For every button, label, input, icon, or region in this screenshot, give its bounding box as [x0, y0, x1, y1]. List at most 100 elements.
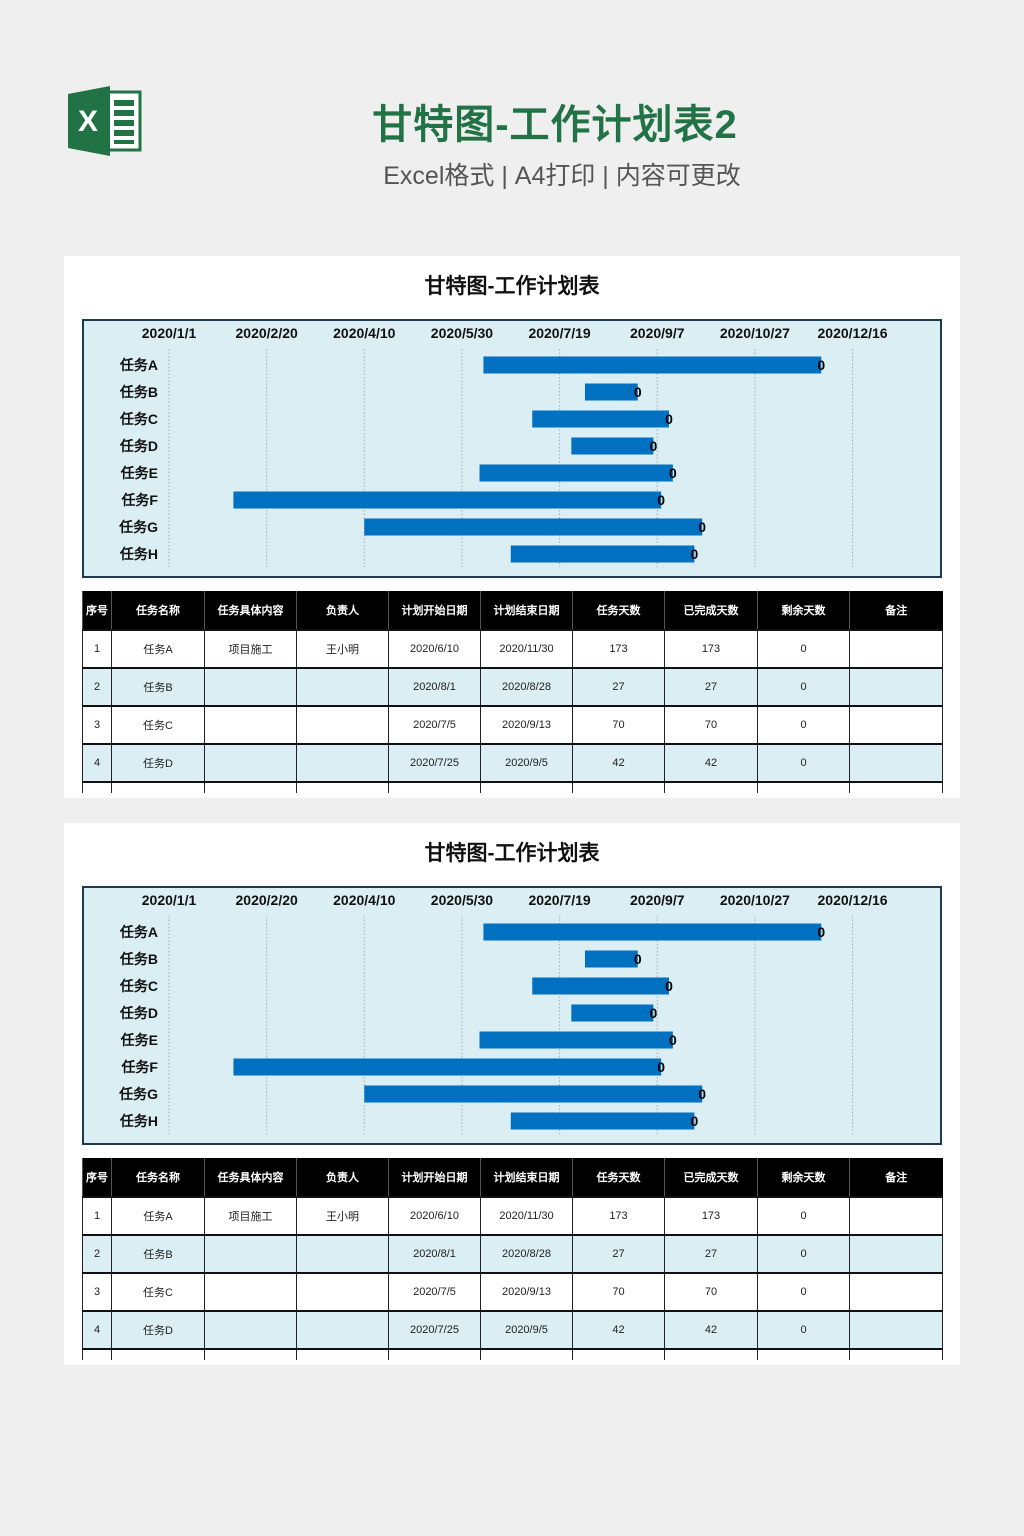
- table-cell[interactable]: 0: [757, 667, 850, 707]
- table-cell[interactable]: [849, 1234, 943, 1274]
- table-cell[interactable]: [757, 1348, 850, 1360]
- table-cell[interactable]: [204, 743, 297, 783]
- table-cell[interactable]: [204, 1272, 297, 1312]
- table-cell[interactable]: 0: [757, 743, 850, 783]
- table-cell[interactable]: 0: [757, 1196, 850, 1236]
- table-cell[interactable]: [849, 705, 943, 745]
- table-cell[interactable]: 2020/11/30: [480, 1196, 573, 1236]
- table-cell[interactable]: [849, 743, 943, 783]
- table-cell[interactable]: 42: [572, 1310, 665, 1350]
- table-cell[interactable]: 2020/9/5: [480, 743, 573, 783]
- table-cell[interactable]: [480, 1348, 573, 1360]
- table-cell[interactable]: [204, 1348, 297, 1360]
- table-cell[interactable]: 4: [82, 1310, 112, 1350]
- table-cell[interactable]: [204, 705, 297, 745]
- table-cell[interactable]: 2020/8/1: [388, 1234, 481, 1274]
- table-cell[interactable]: 王小明: [296, 629, 389, 669]
- table-cell[interactable]: 1: [82, 629, 112, 669]
- table-cell[interactable]: 任务A: [111, 1196, 205, 1236]
- table-cell[interactable]: [111, 1348, 205, 1360]
- table-cell[interactable]: 任务B: [111, 667, 205, 707]
- table-cell[interactable]: 2: [82, 1234, 112, 1274]
- table-cell[interactable]: [204, 667, 297, 707]
- table-cell[interactable]: 任务C: [111, 1272, 205, 1312]
- table-cell[interactable]: [849, 667, 943, 707]
- table-cell[interactable]: 任务A: [111, 629, 205, 669]
- table-cell[interactable]: 3: [82, 705, 112, 745]
- table-cell[interactable]: [82, 1348, 112, 1360]
- table-cell[interactable]: 0: [757, 1234, 850, 1274]
- table-cell[interactable]: [849, 1272, 943, 1312]
- table-cell[interactable]: 70: [664, 705, 758, 745]
- table-cell[interactable]: 27: [664, 667, 758, 707]
- table-cell[interactable]: 70: [572, 1272, 665, 1312]
- table-cell[interactable]: [849, 629, 943, 669]
- table-cell[interactable]: 2020/11/30: [480, 629, 573, 669]
- table-cell[interactable]: 0: [757, 705, 850, 745]
- table-cell[interactable]: [757, 781, 850, 793]
- table-cell[interactable]: 2020/8/28: [480, 667, 573, 707]
- table-cell[interactable]: 27: [664, 1234, 758, 1274]
- table-cell[interactable]: 王小明: [296, 1196, 389, 1236]
- table-cell[interactable]: 42: [664, 743, 758, 783]
- table-cell[interactable]: 2020/8/1: [388, 667, 481, 707]
- table-cell[interactable]: [849, 1196, 943, 1236]
- table-cell[interactable]: 项目施工: [204, 1196, 297, 1236]
- table-cell[interactable]: [296, 1348, 389, 1360]
- table-cell[interactable]: 27: [572, 667, 665, 707]
- table-cell[interactable]: 2020/6/10: [388, 629, 481, 669]
- table-cell[interactable]: [204, 1310, 297, 1350]
- table-cell[interactable]: [296, 667, 389, 707]
- table-cell[interactable]: [388, 1348, 481, 1360]
- table-cell[interactable]: [480, 781, 573, 793]
- table-cell[interactable]: 1: [82, 1196, 112, 1236]
- table-cell[interactable]: 2020/7/25: [388, 1310, 481, 1350]
- table-cell[interactable]: 173: [664, 629, 758, 669]
- table-cell[interactable]: [664, 1348, 758, 1360]
- table-cell[interactable]: [82, 781, 112, 793]
- table-cell[interactable]: [572, 781, 665, 793]
- table-cell[interactable]: [296, 1272, 389, 1312]
- table-cell[interactable]: 2020/9/5: [480, 1310, 573, 1350]
- table-cell[interactable]: 70: [664, 1272, 758, 1312]
- table-cell[interactable]: 2020/9/13: [480, 705, 573, 745]
- table-cell[interactable]: 2020/7/5: [388, 1272, 481, 1312]
- table-cell[interactable]: 2020/6/10: [388, 1196, 481, 1236]
- table-cell[interactable]: 0: [757, 1272, 850, 1312]
- table-cell[interactable]: 173: [572, 629, 665, 669]
- table-cell[interactable]: [664, 781, 758, 793]
- table-cell[interactable]: 42: [664, 1310, 758, 1350]
- table-cell[interactable]: 0: [757, 629, 850, 669]
- table-cell[interactable]: 2020/7/25: [388, 743, 481, 783]
- table-cell[interactable]: 0: [757, 1310, 850, 1350]
- table-cell[interactable]: [296, 1310, 389, 1350]
- table-cell[interactable]: 任务D: [111, 743, 205, 783]
- table-cell[interactable]: 2020/7/5: [388, 705, 481, 745]
- table-cell[interactable]: 173: [664, 1196, 758, 1236]
- table-cell[interactable]: [111, 781, 205, 793]
- table-cell[interactable]: [204, 1234, 297, 1274]
- table-cell[interactable]: [849, 781, 943, 793]
- table-cell[interactable]: 2020/9/13: [480, 1272, 573, 1312]
- table-cell[interactable]: 任务C: [111, 705, 205, 745]
- table-cell[interactable]: 项目施工: [204, 629, 297, 669]
- table-cell[interactable]: [296, 1234, 389, 1274]
- table-cell[interactable]: [849, 1348, 943, 1360]
- table-cell[interactable]: 3: [82, 1272, 112, 1312]
- table-cell[interactable]: 27: [572, 1234, 665, 1274]
- table-cell[interactable]: [296, 705, 389, 745]
- table-cell[interactable]: 173: [572, 1196, 665, 1236]
- table-cell[interactable]: 70: [572, 705, 665, 745]
- table-cell[interactable]: 42: [572, 743, 665, 783]
- table-cell[interactable]: [296, 743, 389, 783]
- table-cell[interactable]: 4: [82, 743, 112, 783]
- table-cell[interactable]: [296, 781, 389, 793]
- table-cell[interactable]: 任务B: [111, 1234, 205, 1274]
- table-cell[interactable]: 任务D: [111, 1310, 205, 1350]
- table-cell[interactable]: 2: [82, 667, 112, 707]
- table-cell[interactable]: [849, 1310, 943, 1350]
- table-cell[interactable]: [572, 1348, 665, 1360]
- table-cell[interactable]: [388, 781, 481, 793]
- table-cell[interactable]: [204, 781, 297, 793]
- table-cell[interactable]: 2020/8/28: [480, 1234, 573, 1274]
